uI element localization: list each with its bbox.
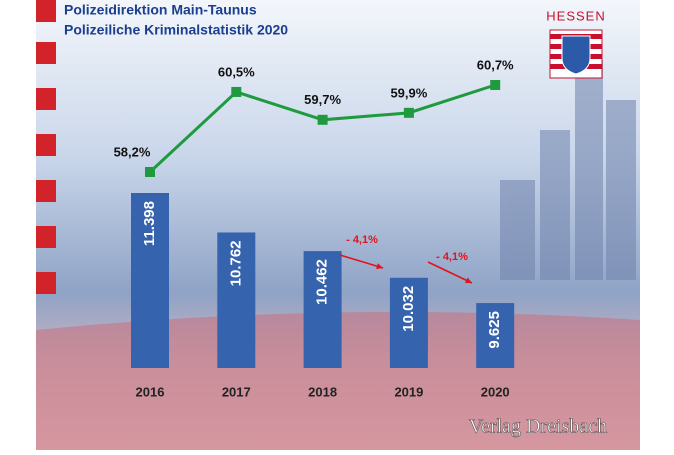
x-tick-label: 2016 [136, 384, 165, 399]
bar [303, 251, 342, 368]
x-tick-label: 2017 [222, 384, 251, 399]
annotation-arrow [339, 254, 384, 269]
annotation: - 4,1% [346, 234, 378, 246]
logo-text: HESSEN [546, 8, 605, 23]
line-marker [231, 86, 242, 97]
annotation: - 4,1% [436, 251, 468, 263]
line-value-label: 60,7% [477, 57, 514, 72]
line-marker [145, 167, 155, 177]
stripes [36, 0, 56, 294]
line-value-label: 59,9% [390, 85, 427, 100]
line-value-label: 60,5% [218, 64, 255, 79]
annotation-arrowhead [465, 277, 472, 284]
bar-value-label: 10.762 [227, 240, 244, 286]
bar-value-label: 9.625 [486, 311, 503, 349]
line-marker [490, 80, 501, 90]
line-marker [317, 114, 328, 125]
watermark: Verlag Dreisbach [469, 416, 607, 438]
bar-value-label: 11.398 [141, 201, 158, 246]
chart-title: Polizeidirektion Main-Taunus [64, 2, 257, 18]
bar [131, 193, 169, 368]
bar-value-label: 10.462 [314, 259, 331, 305]
x-tick-label: 2018 [308, 384, 337, 399]
bar [217, 232, 256, 368]
x-tick-label: 2019 [394, 384, 423, 399]
city-skyline [500, 60, 636, 280]
line-value-label: 59,7% [304, 92, 341, 107]
line-value-label: 58,2% [114, 144, 151, 159]
x-tick-label: 2020 [481, 384, 510, 399]
bar [389, 277, 428, 368]
hessen-logo: HESSEN [546, 8, 605, 79]
annotation-arrowhead [376, 263, 383, 270]
bar [476, 303, 515, 368]
chart-subtitle: Polizeiliche Kriminalstatistik 2020 [64, 22, 288, 38]
line-marker [403, 107, 414, 118]
bar-value-label: 10.032 [400, 286, 417, 332]
annotation-arrow [427, 261, 473, 284]
